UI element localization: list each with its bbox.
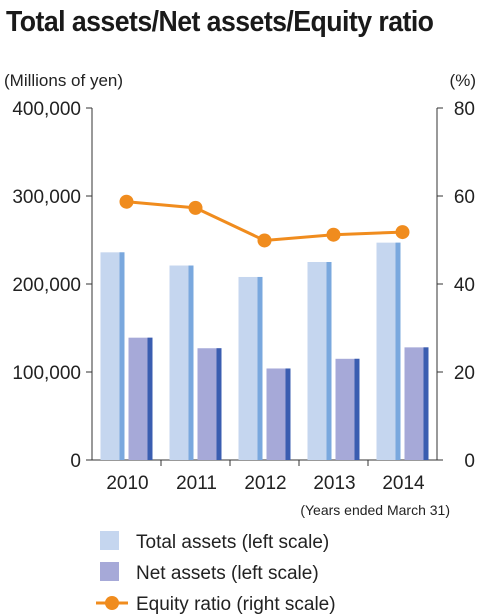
legend-label: Total assets (left scale): [136, 532, 329, 553]
net-assets-bar-shade: [423, 347, 429, 460]
right-tick-label: 80: [454, 99, 475, 120]
total-assets-bar-shade: [395, 242, 401, 460]
equity-ratio-point: [257, 233, 272, 248]
left-tick-label: 200,000: [12, 275, 81, 296]
net-assets-bar-shade: [354, 358, 360, 460]
legend: Total assets (left scale) Net assets (lef…: [96, 531, 336, 615]
chart-title: Total assets/Net assets/Equity ratio: [6, 6, 434, 38]
equity-ratio-line-group: [119, 194, 410, 248]
right-tick-label: 0: [464, 451, 475, 472]
left-tick-label: 400,000: [12, 99, 81, 120]
legend-label: Net assets (left scale): [136, 563, 319, 584]
legend-swatch-total-assets: [100, 531, 119, 550]
legend-swatch-net-assets: [100, 562, 119, 581]
left-axis-unit: (Millions of yen): [4, 71, 123, 90]
x-tick-label: 2011: [176, 473, 217, 494]
x-tick-label: 2010: [106, 473, 148, 494]
total-assets-bar-shade: [188, 265, 194, 460]
x-axis-note: (Years ended March 31): [300, 502, 450, 518]
equity-ratio-point: [395, 225, 410, 240]
bars: [100, 242, 429, 460]
legend-label: Equity ratio (right scale): [136, 594, 336, 615]
left-tick-label: 300,000: [12, 187, 81, 208]
left-tick-label: 0: [70, 451, 81, 472]
equity-ratio-point: [326, 227, 341, 242]
total-assets-bar-shade: [326, 262, 332, 460]
legend-swatch-equity-point: [105, 596, 119, 610]
net-assets-bar-shade: [147, 337, 153, 460]
left-tick-label: 100,000: [12, 363, 81, 384]
axis-labels: 0 100,000 200,000 300,000 400,000 0 20 40 60 80 (M…: [4, 71, 476, 518]
right-tick-label: 20: [454, 363, 475, 384]
right-axis-unit: (%): [450, 71, 476, 90]
net-assets-bar-shade: [285, 368, 291, 460]
equity-ratio-point: [119, 194, 134, 209]
x-tick-label: 2014: [382, 473, 425, 494]
net-assets-bar-shade: [216, 348, 222, 460]
x-tick-label: 2012: [244, 473, 286, 494]
equity-ratio-point: [188, 200, 203, 215]
right-tick-label: 40: [454, 275, 475, 296]
total-assets-bar-shade: [119, 252, 125, 460]
total-assets-bar-shade: [257, 276, 263, 460]
right-tick-label: 60: [454, 187, 475, 208]
x-tick-label: 2013: [313, 473, 355, 494]
